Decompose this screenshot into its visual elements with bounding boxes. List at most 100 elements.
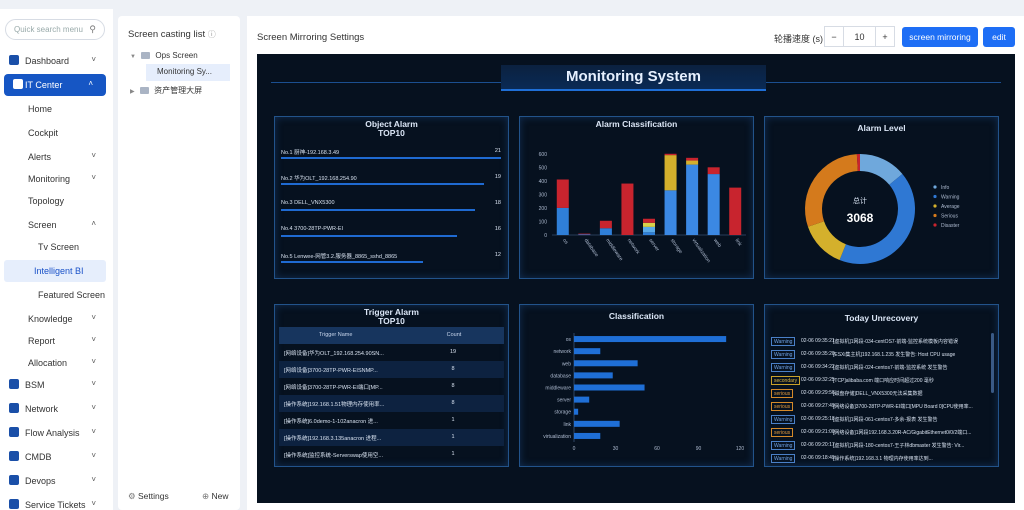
chevron-up-icon[interactable]: ˄ bbox=[91, 219, 96, 228]
search-icon[interactable]: ⚲ bbox=[89, 24, 96, 34]
sidebar-item-service-tickets[interactable]: Service Tickets ˅ bbox=[0, 494, 113, 510]
object-alarm-row: No.1 厨神-192.168.3.49 21 bbox=[281, 148, 501, 164]
list-item[interactable]: Warning 02-06 09:35:21 [虚拟机]1网段-034-centOS… bbox=[771, 336, 991, 349]
alarm-message: [操作系统]192.168.3.1 物理内存使用率达到... bbox=[833, 456, 933, 462]
bar bbox=[574, 384, 645, 391]
alarm-time: 02-06 09:25:18 bbox=[801, 416, 835, 422]
object-count: 16 bbox=[494, 226, 501, 232]
info-icon[interactable]: ⓘ bbox=[207, 30, 216, 39]
x-tick-label: database bbox=[583, 238, 600, 258]
list-item[interactable]: serious 02-06 09:27:49 [网络设备]3700-28TP-PWR… bbox=[771, 401, 991, 414]
legend-label: Serious bbox=[941, 214, 958, 220]
legend-label: Warning bbox=[941, 195, 960, 201]
chevron-up-icon[interactable]: ˄ bbox=[88, 79, 93, 88]
sidebar-item-label: Report bbox=[28, 336, 56, 346]
tree-node-asset-screen[interactable]: ▶ 资产管理大屏 bbox=[130, 85, 202, 96]
chevron-down-icon[interactable]: ˅ bbox=[91, 335, 96, 344]
object-alarm-panel: Object Alarm TOP10 No.1 厨神-192.168.3.49 2… bbox=[274, 116, 509, 279]
sidebar-item-home[interactable]: Home bbox=[0, 98, 113, 120]
chevron-down-icon[interactable]: ˅ bbox=[91, 55, 96, 64]
object-name: No.1 厨神-192.168.3.49 bbox=[281, 150, 340, 156]
object-alarm-bar bbox=[281, 235, 457, 237]
list-item[interactable]: Warning 02-06 09:35:20 [ESXi集主机]192.168.1.… bbox=[771, 349, 991, 362]
sidebar-item-screen[interactable]: Screen ˄ bbox=[0, 214, 113, 236]
x-tick-label: network bbox=[626, 238, 641, 256]
sidebar-item-label: Flow Analysis bbox=[25, 428, 80, 438]
chevron-down-icon[interactable]: ˅ bbox=[91, 357, 96, 366]
sidebar-item-allocation[interactable]: Allocation ˅ bbox=[0, 352, 113, 374]
speed-decrement-button[interactable]: − bbox=[824, 26, 844, 47]
settings-button[interactable]: ⚙ Settings bbox=[128, 491, 169, 502]
sidebar-item-flow-analysis[interactable]: Flow Analysis ˅ bbox=[0, 422, 113, 444]
sidebar-item-tv-screen[interactable]: Tv Screen bbox=[0, 236, 113, 258]
sidebar-item-it-center[interactable]: IT Center ˄ bbox=[4, 74, 106, 96]
chevron-down-icon[interactable]: ˅ bbox=[91, 499, 96, 508]
speed-input[interactable]: 10 bbox=[843, 26, 876, 47]
list-item[interactable]: Warning 02-06 09:20:17 [虚拟机]1网段-180-centos… bbox=[771, 440, 991, 453]
sidebar-item-dashboard[interactable]: Dashboard ˅ bbox=[0, 50, 113, 72]
new-label: New bbox=[211, 491, 229, 501]
search-input[interactable]: Quick search menu ⚲ bbox=[5, 19, 105, 40]
sidebar-item-report[interactable]: Report ˅ bbox=[0, 330, 113, 352]
sidebar-item-topology[interactable]: Topology bbox=[0, 190, 113, 212]
new-button[interactable]: ⊕ New bbox=[202, 491, 229, 502]
table-row: [操作系统]6.0demo-1-102anacron 进... 1 bbox=[279, 412, 504, 429]
scrollbar[interactable] bbox=[991, 333, 994, 393]
list-item[interactable]: Warning 02-06 09:18:49 [操作系统]192.168.3.1 物… bbox=[771, 453, 991, 466]
chevron-down-icon[interactable]: ˅ bbox=[91, 451, 96, 460]
sidebar-item-label: Cockpit bbox=[28, 128, 59, 138]
chevron-down-icon[interactable]: ˅ bbox=[91, 379, 96, 388]
alarm-message: [ESXi集主机]192.168.1.235 发生警告: Host CPU us… bbox=[833, 352, 956, 358]
sidebar-item-cockpit[interactable]: Cockpit bbox=[0, 122, 113, 144]
chevron-down-icon[interactable]: ˅ bbox=[91, 173, 96, 182]
object-count: 18 bbox=[494, 200, 501, 206]
legend-label: Disaster bbox=[941, 223, 960, 229]
chevron-down-icon[interactable]: ˅ bbox=[91, 151, 96, 160]
sidebar-item-label: Dashboard bbox=[25, 56, 70, 66]
bar-segment bbox=[707, 174, 720, 235]
sidebar: Quick search menu ⚲ Dashboard ˅ IT Center ˄… bbox=[0, 9, 113, 510]
list-item[interactable]: Warning 02-06 09:34:22 [虚拟机]1网段-024-centos… bbox=[771, 362, 991, 375]
edit-button[interactable]: edit bbox=[983, 27, 1015, 47]
sidebar-item-network[interactable]: Network ˅ bbox=[0, 398, 113, 420]
list-item[interactable]: serious 02-06 09:21:00 [网络设备]1网段192.168.3.… bbox=[771, 427, 991, 440]
screen-mirroring-button[interactable]: screen mirroring bbox=[902, 27, 978, 47]
bar-segment bbox=[599, 228, 612, 235]
alarm-time: 02-06 09:27:49 bbox=[801, 403, 835, 409]
header-line-right bbox=[766, 82, 1001, 83]
y-tick-label: network bbox=[553, 349, 571, 355]
chevron-down-icon[interactable]: ˅ bbox=[91, 475, 96, 484]
sidebar-item-label: Network bbox=[25, 404, 59, 414]
trigger-name: [网络设备]3700-28TP-PWR-EI端口[MP... bbox=[284, 385, 383, 391]
trigger-name: [网络设备]3700-28TP-PWR-EISNMP... bbox=[284, 368, 378, 374]
bar bbox=[574, 408, 579, 415]
home-icon bbox=[9, 55, 19, 65]
alarm-time: 02-06 09:20:17 bbox=[801, 442, 835, 448]
classification-title: Classification bbox=[608, 311, 665, 321]
sidebar-item-alerts[interactable]: Alerts ˅ bbox=[0, 146, 113, 168]
chevron-down-icon[interactable]: ˅ bbox=[91, 313, 96, 322]
object-name: No.2 华为OLT_192.168.254.90 bbox=[281, 176, 357, 182]
chevron-down-icon[interactable]: ˅ bbox=[91, 403, 96, 412]
sidebar-item-featured-screen[interactable]: Featured Screen bbox=[0, 284, 113, 306]
sidebar-item-intelligent-bi[interactable]: Intelligent BI bbox=[4, 260, 106, 282]
sidebar-item-devops[interactable]: Devops ˅ bbox=[0, 470, 113, 492]
list-item[interactable]: Warning 02-06 09:25:18 [虚拟机]1网段-061-centos… bbox=[771, 414, 991, 427]
legend-label: Info bbox=[941, 185, 950, 191]
sidebar-item-cmdb[interactable]: CMDB ˅ bbox=[0, 446, 113, 468]
caret-down-icon[interactable]: ▼ bbox=[130, 54, 136, 60]
sidebar-item-monitoring[interactable]: Monitoring ˅ bbox=[0, 168, 113, 190]
sidebar-item-knowledge[interactable]: Knowledge ˅ bbox=[0, 308, 113, 330]
caret-right-icon[interactable]: ▶ bbox=[130, 89, 135, 95]
object-alarm-title: Object Alarm TOP10 bbox=[365, 119, 418, 138]
bar-segment bbox=[664, 155, 677, 191]
tree-node-monitoring-system[interactable]: Monitoring Sy... bbox=[146, 64, 230, 81]
tree-node-ops-screen[interactable]: ▼ Ops Screen bbox=[130, 51, 198, 60]
sidebar-item-label: Topology bbox=[28, 196, 65, 206]
speed-increment-button[interactable]: + bbox=[875, 26, 895, 47]
sidebar-item-bsm[interactable]: BSM ˅ bbox=[0, 374, 113, 396]
list-item[interactable]: serious 02-06 09:29:56 [磁盘存储]DELL_VNX5300无… bbox=[771, 388, 991, 401]
chevron-down-icon[interactable]: ˅ bbox=[91, 427, 96, 436]
x-tick-label: middleware bbox=[604, 238, 624, 263]
list-item[interactable]: secondary 02-06 09:32:25 [TCP]alibaba.com … bbox=[771, 375, 991, 388]
